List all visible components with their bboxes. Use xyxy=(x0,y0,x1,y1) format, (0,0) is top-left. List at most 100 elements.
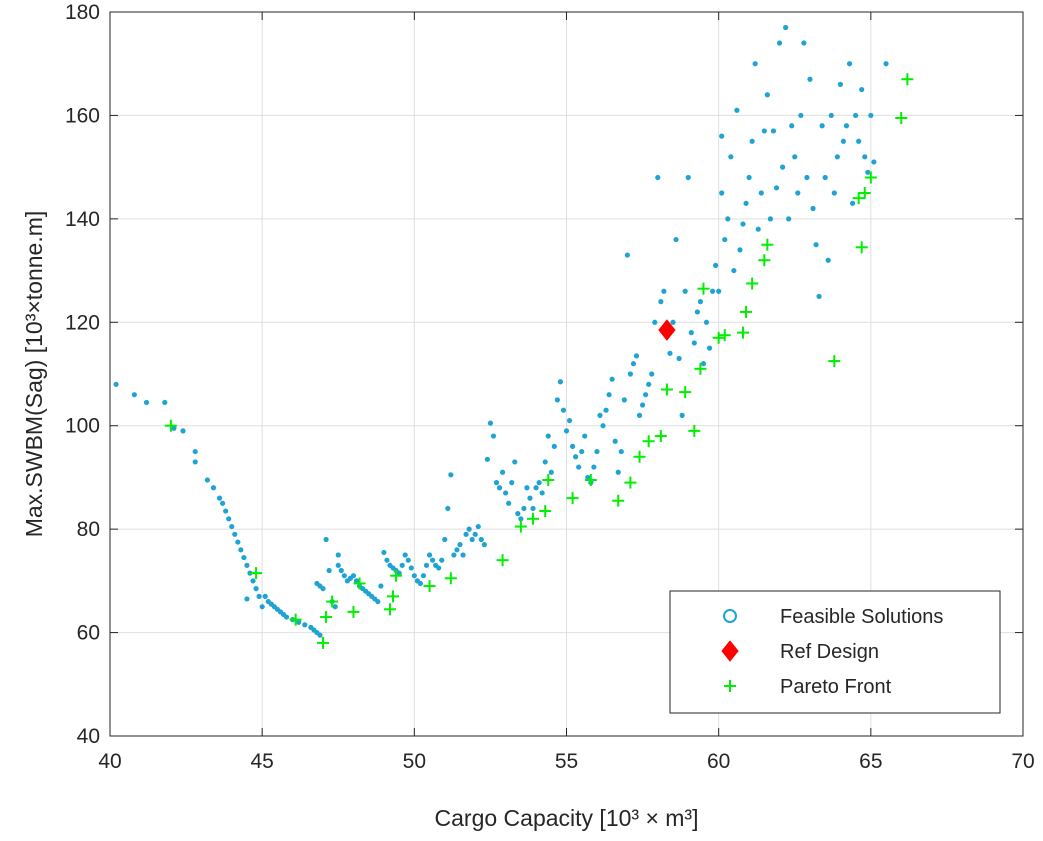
feasible-solution-point xyxy=(585,474,591,481)
feasible-solution-point xyxy=(426,552,433,558)
y-axis-label: Max.SWBM(Sag) [10³×tonne.m] xyxy=(21,211,47,538)
pareto-front-point xyxy=(317,636,330,649)
y-tick-label: 80 xyxy=(77,518,100,541)
feasible-solution-point xyxy=(241,554,247,561)
pareto-front-point xyxy=(688,424,701,437)
feasible-solution-point xyxy=(700,361,707,367)
feasible-solution-point xyxy=(557,379,564,385)
feasible-solution-point xyxy=(609,376,615,382)
pareto-front-point xyxy=(737,326,750,339)
feasible-solution-point xyxy=(335,562,341,568)
feasible-solution-point xyxy=(804,174,810,181)
feasible-solution-point xyxy=(256,593,262,599)
feasible-solution-point xyxy=(655,174,661,181)
pareto-front-point xyxy=(444,572,457,585)
pareto-front-point xyxy=(746,277,759,290)
feasible-solution-point xyxy=(573,454,579,460)
legend-label: Pareto Front xyxy=(780,676,892,698)
y-tick-label: 120 xyxy=(65,311,100,334)
feasible-solution-point xyxy=(849,200,856,206)
feasible-solution-point xyxy=(716,288,722,294)
feasible-solution-point xyxy=(743,200,749,206)
feasible-solution-point xyxy=(837,81,844,87)
feasible-solution-point xyxy=(262,593,268,599)
feasible-solution-point xyxy=(171,425,177,431)
feasible-solution-point xyxy=(475,523,481,530)
pareto-front-point xyxy=(383,603,396,616)
feasible-solution-point xyxy=(445,505,451,512)
feasible-solution-point xyxy=(563,428,570,434)
x-tick-label: 45 xyxy=(250,750,273,773)
feasible-solution-point xyxy=(871,159,877,165)
feasible-solution-point xyxy=(706,345,713,351)
feasible-solution-point xyxy=(353,578,360,584)
y-tick-label: 60 xyxy=(77,622,100,645)
feasible-solution-point xyxy=(539,490,545,496)
feasible-solution-point xyxy=(503,490,509,496)
feasible-solution-point xyxy=(420,573,427,579)
feasible-solution-point xyxy=(822,174,828,181)
feasible-solution-point xyxy=(673,236,679,243)
feasible-solution-point xyxy=(862,154,868,160)
feasible-solution-point xyxy=(582,433,588,439)
pareto-front-point xyxy=(539,505,552,518)
feasible-solution-point xyxy=(399,562,405,568)
feasible-solution-point xyxy=(244,562,250,568)
pareto-front-point xyxy=(633,450,646,463)
data-points xyxy=(113,24,914,649)
pareto-front-point xyxy=(514,520,527,533)
feasible-solution-point xyxy=(113,381,119,387)
feasible-solution-point xyxy=(786,216,792,222)
pareto-front-point xyxy=(679,386,692,399)
pareto-front-point xyxy=(654,430,667,443)
legend-marker-diamond xyxy=(721,640,739,662)
pareto-front-point xyxy=(347,605,360,618)
feasible-solution-point xyxy=(740,221,746,227)
feasible-solution-point xyxy=(417,580,424,587)
feasible-solution-point xyxy=(554,397,560,403)
feasible-solution-point xyxy=(719,133,725,139)
feasible-solution-point xyxy=(618,448,624,455)
y-tick-label: 140 xyxy=(65,208,100,231)
feasible-solution-point xyxy=(448,472,454,478)
feasible-solution-point xyxy=(341,573,347,579)
feasible-solution-point xyxy=(247,570,253,576)
legend: Feasible Solutions Ref Design Pareto Front xyxy=(669,590,1001,714)
feasible-solution-point xyxy=(679,412,685,418)
feasible-solution-point xyxy=(868,112,874,119)
feasible-solution-point xyxy=(795,190,801,196)
feasible-solution-point xyxy=(384,557,390,563)
feasible-solution-point xyxy=(466,526,472,532)
feasible-solution-point xyxy=(682,288,688,294)
feasible-solution-point xyxy=(244,596,250,602)
pareto-front-point xyxy=(326,595,339,608)
feasible-solution-point xyxy=(204,477,210,483)
feasible-solution-point xyxy=(512,459,518,465)
feasible-solution-point xyxy=(405,557,411,563)
feasible-solution-point xyxy=(576,464,582,470)
x-tick-label: 60 xyxy=(707,750,730,773)
feasible-solution-point xyxy=(524,485,530,491)
feasible-solution-point xyxy=(408,565,414,571)
feasible-solution-point xyxy=(542,459,548,465)
feasible-solution-point xyxy=(536,480,542,486)
feasible-solution-point xyxy=(335,552,341,558)
feasible-solution-point xyxy=(411,573,417,579)
feasible-solution-point xyxy=(375,598,381,605)
feasible-solution-point xyxy=(296,619,302,625)
pareto-front-point xyxy=(353,577,366,590)
feasible-solution-point xyxy=(436,565,442,571)
feasible-solution-point xyxy=(798,112,804,119)
feasible-solution-point xyxy=(302,622,308,628)
feasible-solution-point xyxy=(606,392,612,398)
feasible-solution-point xyxy=(853,112,859,119)
feasible-solution-point xyxy=(545,433,551,439)
feasible-solution-point xyxy=(624,252,630,258)
feasible-solution-point xyxy=(548,469,554,475)
pareto-front-point xyxy=(855,241,868,254)
series-plus xyxy=(164,73,914,649)
pareto-front-point xyxy=(895,112,908,125)
feasible-solution-point xyxy=(856,138,862,144)
